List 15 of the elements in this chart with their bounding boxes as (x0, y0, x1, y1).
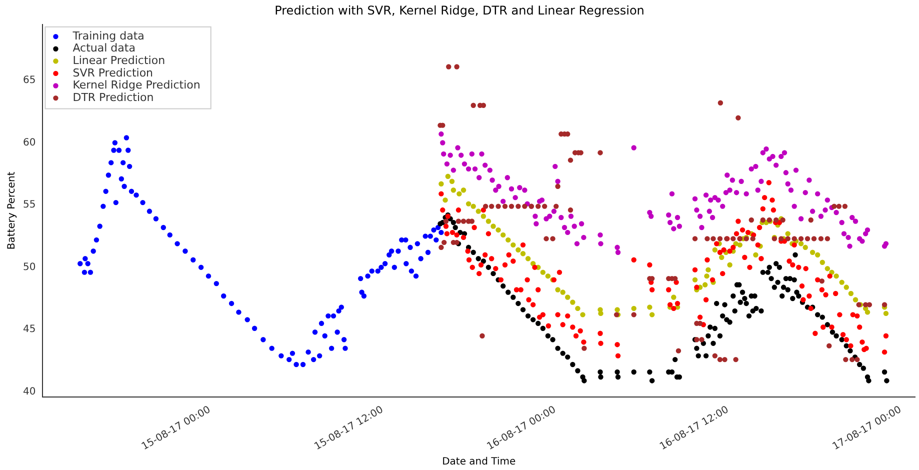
y-tick-label: 40 (22, 386, 36, 398)
legend-label: Linear Prediction (72, 54, 166, 68)
legend-label: SVR Prediction (72, 66, 154, 80)
y-tick-label: 55 (22, 200, 36, 211)
y-tick-label: 60 (22, 137, 36, 148)
y-tick-label: 65 (22, 75, 36, 86)
legend-label: Kernel Ridge Prediction (72, 78, 200, 92)
legend-label: Training data (72, 29, 144, 42)
legend-label: Actual data (72, 42, 136, 55)
y-tick-label: 45 (22, 324, 36, 336)
y-tick-label: 50 (22, 262, 36, 273)
chart-title: Prediction with SVR, Kernel Ridge, DTR and Linear Regression (274, 3, 644, 18)
y-axis-title: Battery Percent (6, 172, 18, 250)
x-axis-title: Date and Time (442, 456, 516, 468)
legend-label: DTR Prediction (72, 90, 154, 104)
